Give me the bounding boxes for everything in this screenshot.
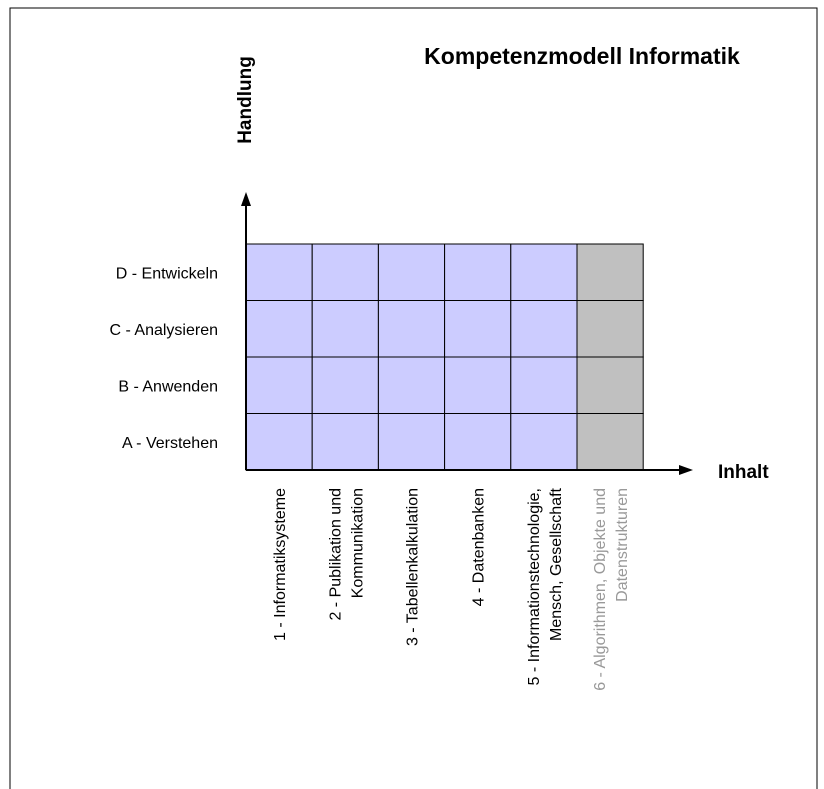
column-label: Mensch, Gesellschaft: [548, 487, 565, 641]
cell: [245, 413, 313, 471]
cell: [576, 300, 644, 358]
x-axis-label: Inhalt: [718, 462, 769, 483]
cell: [311, 356, 379, 414]
cell: [444, 356, 512, 414]
cell: [576, 356, 644, 414]
cell: [377, 243, 446, 301]
column-label: Kommunikation: [349, 488, 366, 598]
column-label: 4 - Datenbanken: [471, 488, 488, 606]
cell: [377, 356, 446, 414]
cell: [311, 243, 379, 301]
row-label: A - Verstehen: [122, 435, 218, 452]
cell: [245, 300, 313, 358]
cell: [377, 413, 446, 471]
column-label: 5 - Informationstechnologie,: [526, 488, 543, 685]
cell: [245, 356, 313, 414]
x-arrow: [679, 465, 693, 475]
row-label: B - Anwenden: [118, 378, 218, 395]
row-label: D - Entwickeln: [116, 265, 218, 282]
title: Kompetenzmodell Informatik: [424, 43, 740, 69]
cell: [444, 243, 512, 301]
cell: [510, 300, 578, 358]
cell: [576, 413, 644, 471]
y-arrow: [241, 192, 251, 206]
cell: [311, 300, 379, 358]
column-label: 1 - Informatiksysteme: [272, 488, 289, 641]
column-label: 6 - Algorithmen, Objekte und: [592, 488, 609, 691]
column-label: 3 - Tabellenkalkulation: [405, 488, 422, 646]
column-label: Datenstrukturen: [614, 488, 631, 602]
grid: [245, 243, 644, 471]
frame: [9, 7, 818, 789]
cell: [245, 243, 313, 301]
cell: [510, 356, 578, 414]
row-label: C - Analysieren: [110, 322, 219, 339]
cell: [311, 413, 379, 471]
cell: [510, 243, 578, 301]
cell: [444, 300, 512, 358]
y-axis-label: Handlung: [235, 56, 256, 144]
cell: [576, 243, 644, 301]
cell: [377, 300, 446, 358]
column-label: 2 - Publikation und: [327, 488, 344, 621]
cell: [510, 413, 578, 471]
cell: [444, 413, 512, 471]
